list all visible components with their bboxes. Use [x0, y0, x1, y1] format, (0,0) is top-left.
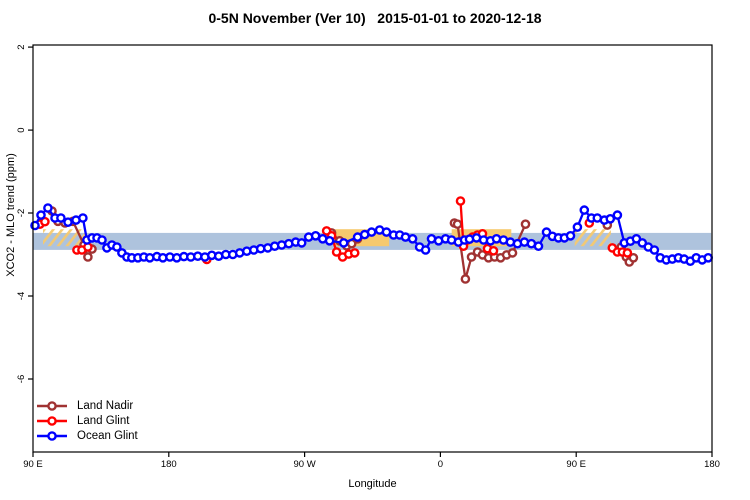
series-land-glint — [35, 196, 633, 265]
data-point — [420, 245, 431, 255]
x-tick-label: 180 — [704, 459, 720, 470]
data-point — [649, 245, 660, 255]
data-point — [56, 213, 66, 223]
data-point — [63, 217, 73, 227]
data-point — [452, 219, 463, 229]
x-tick-label: 90 W — [294, 459, 316, 470]
data-point — [628, 252, 639, 263]
legend-item-land-nadir: Land Nadir — [36, 399, 138, 413]
y-tick-label: -6 — [16, 375, 27, 383]
data-point — [579, 205, 590, 215]
data-point — [520, 219, 531, 229]
data-point — [43, 203, 53, 213]
legend-label-land-nadir: Land Nadir — [77, 400, 134, 412]
y-tick-label: -4 — [16, 292, 27, 300]
x-axis-title: Longitude — [348, 478, 397, 490]
data-point — [572, 222, 583, 232]
data-point — [97, 235, 107, 245]
data-point — [507, 248, 518, 258]
x-tick-label: 180 — [161, 459, 177, 470]
band-flagged-band-hatched — [43, 229, 85, 247]
data-point — [36, 210, 46, 220]
data-point — [296, 238, 307, 248]
data-point — [612, 210, 623, 220]
land-glint-marker-icon — [37, 416, 67, 426]
data-point — [366, 227, 377, 237]
data-point — [460, 274, 471, 284]
legend-item-ocean-glint: Ocean Glint — [36, 429, 138, 443]
y-axis-title: XCO2 - MLO trend (ppm) — [5, 153, 17, 277]
y-tick-label: 0 — [16, 127, 27, 132]
x-tick-label: 90 E — [23, 459, 43, 470]
x-tick-labels: 90 E 180 90 W 0 90 E 180 — [23, 459, 720, 470]
data-point — [40, 216, 50, 227]
legend-label-land-glint: Land Glint — [77, 415, 130, 427]
legend-item-land-glint: Land Glint — [36, 414, 138, 428]
x-tick-label: 0 — [438, 459, 443, 470]
data-point — [324, 235, 335, 246]
y-tick-label: 2 — [16, 44, 27, 49]
y-tick-labels: 2 0 -2 -4 -6 — [16, 44, 27, 383]
data-point — [622, 248, 633, 258]
data-point — [488, 245, 499, 256]
y-axis-ticks — [28, 46, 33, 380]
data-point — [112, 242, 122, 252]
legend: Land Nadir Land Glint Ocean Glint — [36, 399, 138, 444]
band-flagged-band-hatched — [574, 229, 611, 247]
data-point — [407, 233, 418, 244]
x-tick-label: 90 E — [566, 459, 586, 470]
data-point — [703, 252, 714, 263]
x-axis-ticks — [32, 452, 713, 457]
data-point — [605, 213, 616, 224]
land-nadir-marker-icon — [37, 401, 67, 411]
data-point — [331, 247, 342, 257]
series-ocean-glint — [30, 203, 714, 267]
legend-label-ocean-glint: Ocean Glint — [77, 430, 138, 442]
data-point — [455, 196, 466, 206]
chart-title: 0-5N November (Ver 10) 2015-01-01 to 202… — [208, 10, 542, 26]
data-point — [565, 230, 576, 241]
data-point — [533, 241, 544, 251]
data-point — [466, 252, 477, 262]
data-point — [83, 252, 93, 262]
data-point — [349, 248, 360, 258]
plot-border — [32, 44, 713, 453]
ocean-glint-marker-icon — [37, 431, 67, 441]
data-point — [338, 238, 349, 248]
y-tick-label: -2 — [16, 209, 27, 217]
data-point — [78, 213, 88, 223]
